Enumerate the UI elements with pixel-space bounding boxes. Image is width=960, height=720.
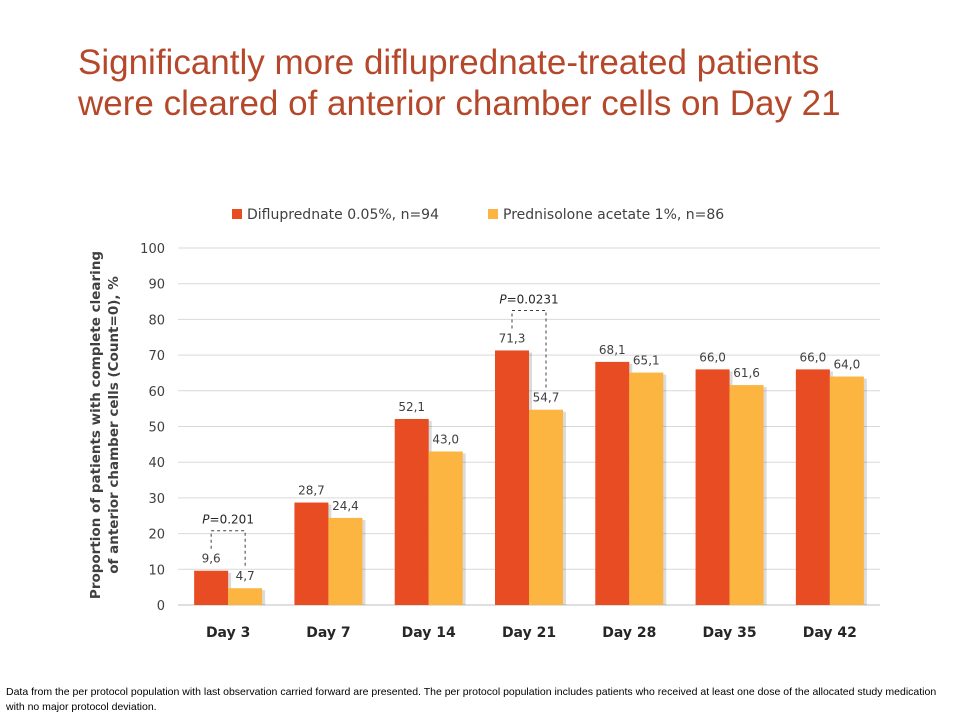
bar	[394, 419, 429, 605]
bar	[328, 517, 363, 605]
legend: Difluprednate 0.05%, n=94 Prednisolone ac…	[232, 207, 724, 223]
p-value-bracket	[511, 309, 547, 388]
x-tick-label: Day 21	[502, 625, 556, 641]
y-tick-label: 90	[148, 278, 165, 293]
x-tick-label: Day 7	[306, 625, 350, 641]
bar	[629, 372, 664, 605]
y-axis-tick-labels: 0 10 20 30 40 50 60 70 80 90 100	[140, 242, 165, 614]
p-value-label: P=0.201	[202, 513, 254, 527]
y-tick-label: 50	[148, 421, 165, 436]
x-tick-label: Day 3	[206, 625, 250, 641]
x-axis-tick-labels: Day 3 Day 7 Day 14 Day 21 Day 28 Day 35 Day 42	[206, 625, 857, 641]
bar	[729, 385, 764, 605]
y-tick-label: 0	[157, 599, 165, 614]
data-label: 71,3	[499, 331, 526, 345]
data-label: 9,6	[202, 552, 221, 566]
y-tick-label: 60	[148, 385, 165, 400]
bar	[595, 361, 630, 605]
bar	[529, 409, 563, 605]
legend-label: Difluprednate 0.05%, n=94	[247, 207, 439, 223]
data-label: 52,1	[398, 400, 425, 414]
bar	[695, 369, 730, 605]
x-tick-label: Day 28	[602, 625, 656, 641]
legend-swatch	[232, 209, 242, 219]
slide-title: Significantly more difluprednate-treated…	[78, 43, 841, 123]
data-label: 68,1	[599, 343, 626, 357]
data-label: 4,7	[236, 569, 255, 583]
y-tick-label: 100	[140, 242, 165, 257]
x-tick-label: Day 14	[402, 625, 456, 641]
y-tick-label: 30	[148, 492, 165, 507]
y-tick-label: 70	[148, 349, 165, 364]
bars	[194, 350, 867, 605]
legend-label: Prednisolone acetate 1%, n=86	[503, 207, 724, 223]
bar	[829, 376, 864, 605]
data-label: 66,0	[699, 350, 726, 364]
data-label: 28,7	[298, 484, 325, 498]
bar	[194, 570, 229, 605]
data-label: 65,1	[633, 354, 660, 368]
data-labels: 9,6 28,7 52,1 71,3 68,1 66,0 66,0 4,7 24,4 43,0 54…	[202, 331, 861, 583]
data-label: 66,0	[799, 350, 826, 364]
data-label: 43,0	[432, 432, 459, 446]
bar	[428, 451, 463, 605]
p-value-label: P=0.0231	[499, 292, 558, 306]
bar	[495, 350, 529, 605]
legend-swatch	[488, 209, 498, 219]
p-value-annotations: P=0.201 P=0.0231	[202, 292, 559, 567]
x-tick-label: Day 35	[703, 625, 757, 641]
data-label: 61,6	[733, 366, 760, 380]
y-tick-label: 40	[148, 456, 165, 471]
y-tick-label: 10	[148, 563, 165, 578]
x-tick-label: Day 42	[803, 625, 857, 641]
data-label: 64,0	[833, 358, 860, 372]
bar	[294, 502, 329, 605]
footnote: Data from the per protocol population wi…	[6, 686, 937, 713]
bar	[228, 588, 263, 605]
y-tick-label: 80	[148, 313, 165, 328]
y-axis-label: Proportion of patients with complete cle…	[88, 251, 122, 599]
y-tick-label: 20	[148, 528, 165, 543]
p-value-bracket	[210, 530, 246, 567]
data-label: 24,4	[332, 499, 359, 513]
data-label: 54,7	[533, 391, 560, 405]
bar	[795, 369, 830, 605]
